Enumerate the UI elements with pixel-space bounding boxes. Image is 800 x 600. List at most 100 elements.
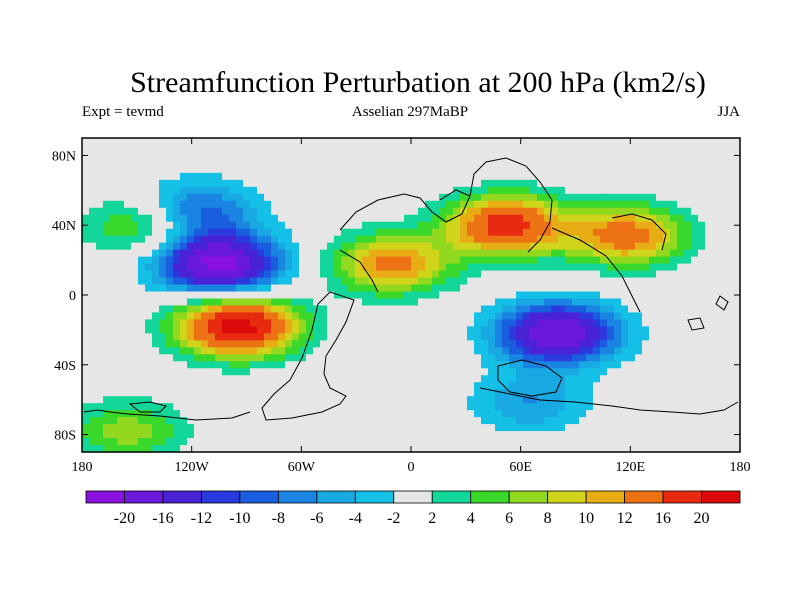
field-cell bbox=[551, 354, 559, 362]
field-cell bbox=[383, 200, 391, 209]
field-cell bbox=[180, 424, 188, 432]
field-cell bbox=[96, 193, 104, 202]
field-cell bbox=[509, 200, 517, 209]
field-cell bbox=[257, 165, 265, 174]
field-cell bbox=[614, 200, 622, 209]
field-cell bbox=[509, 305, 517, 314]
field-cell bbox=[537, 214, 545, 223]
field-cell bbox=[152, 193, 160, 202]
field-cell bbox=[313, 361, 321, 369]
field-cell bbox=[677, 326, 685, 334]
field-cell bbox=[474, 438, 482, 446]
field-cell bbox=[208, 179, 216, 188]
field-cell bbox=[201, 382, 209, 390]
field-cell bbox=[432, 403, 440, 411]
field-cell bbox=[96, 326, 104, 334]
field-cell bbox=[579, 375, 587, 383]
field-cell bbox=[593, 298, 601, 307]
field-cell bbox=[474, 333, 482, 341]
field-cell bbox=[446, 424, 454, 432]
field-cell bbox=[460, 438, 468, 446]
field-cell bbox=[432, 172, 440, 181]
field-cell bbox=[173, 389, 181, 397]
field-cell bbox=[656, 235, 664, 244]
field-cell bbox=[684, 298, 692, 307]
field-cell bbox=[201, 158, 209, 167]
field-cell bbox=[292, 158, 300, 167]
field-cell bbox=[523, 438, 531, 446]
field-cell bbox=[551, 326, 559, 334]
field-cell bbox=[628, 354, 636, 362]
field-cell bbox=[243, 396, 251, 404]
field-cell bbox=[264, 242, 272, 251]
field-cell bbox=[530, 214, 538, 223]
field-cell bbox=[215, 284, 223, 293]
field-cell bbox=[152, 445, 160, 453]
field-cell bbox=[96, 144, 104, 153]
field-cell bbox=[537, 368, 545, 376]
field-cell bbox=[635, 382, 643, 390]
field-cell bbox=[628, 445, 636, 453]
field-cell bbox=[705, 417, 713, 425]
field-cell bbox=[635, 193, 643, 202]
field-cell bbox=[502, 403, 510, 411]
field-cell bbox=[222, 368, 230, 376]
field-cell bbox=[159, 235, 167, 244]
field-cell bbox=[159, 361, 167, 369]
field-cell bbox=[285, 305, 293, 314]
field-cell bbox=[544, 291, 552, 300]
field-cell bbox=[712, 417, 720, 425]
field-cell bbox=[705, 424, 713, 432]
field-cell bbox=[173, 305, 181, 314]
field-cell bbox=[145, 340, 153, 348]
field-cell bbox=[656, 431, 664, 439]
field-cell bbox=[558, 431, 566, 439]
field-cell bbox=[719, 375, 727, 383]
field-cell bbox=[215, 326, 223, 334]
field-cell bbox=[523, 193, 531, 202]
field-cell bbox=[208, 193, 216, 202]
field-cell bbox=[306, 263, 314, 272]
field-cell bbox=[488, 235, 496, 244]
field-cell bbox=[313, 298, 321, 307]
field-cell bbox=[481, 312, 489, 321]
field-cell bbox=[726, 165, 734, 174]
field-cell bbox=[691, 354, 699, 362]
field-cell bbox=[404, 431, 412, 439]
field-cell bbox=[369, 368, 377, 376]
field-cell bbox=[649, 396, 657, 404]
field-cell bbox=[607, 207, 615, 216]
field-cell bbox=[173, 417, 181, 425]
field-cell bbox=[383, 214, 391, 223]
field-cell bbox=[404, 410, 412, 418]
field-cell bbox=[600, 305, 608, 314]
field-cell bbox=[278, 200, 286, 209]
field-cell bbox=[593, 305, 601, 314]
field-cell bbox=[593, 445, 601, 453]
field-cell bbox=[138, 396, 146, 404]
field-cell bbox=[691, 403, 699, 411]
field-cell bbox=[488, 403, 496, 411]
field-cell bbox=[530, 424, 538, 432]
field-cell bbox=[691, 431, 699, 439]
field-cell bbox=[292, 200, 300, 209]
field-cell bbox=[320, 319, 328, 327]
field-cell bbox=[467, 445, 475, 453]
field-cell bbox=[313, 172, 321, 181]
field-cell bbox=[159, 179, 167, 188]
field-cell bbox=[131, 193, 139, 202]
field-cell bbox=[432, 396, 440, 404]
field-cell bbox=[663, 249, 671, 258]
field-cell bbox=[89, 235, 97, 244]
field-cell bbox=[733, 186, 741, 195]
field-cell bbox=[187, 144, 195, 153]
field-cell bbox=[621, 417, 629, 425]
field-cell bbox=[166, 305, 174, 314]
field-cell bbox=[229, 354, 237, 362]
colorbar-label: 20 bbox=[694, 510, 710, 527]
field-cell bbox=[719, 291, 727, 300]
field-cell bbox=[334, 368, 342, 376]
field-cell bbox=[257, 235, 265, 244]
field-cell bbox=[201, 333, 209, 341]
field-cell bbox=[229, 340, 237, 348]
